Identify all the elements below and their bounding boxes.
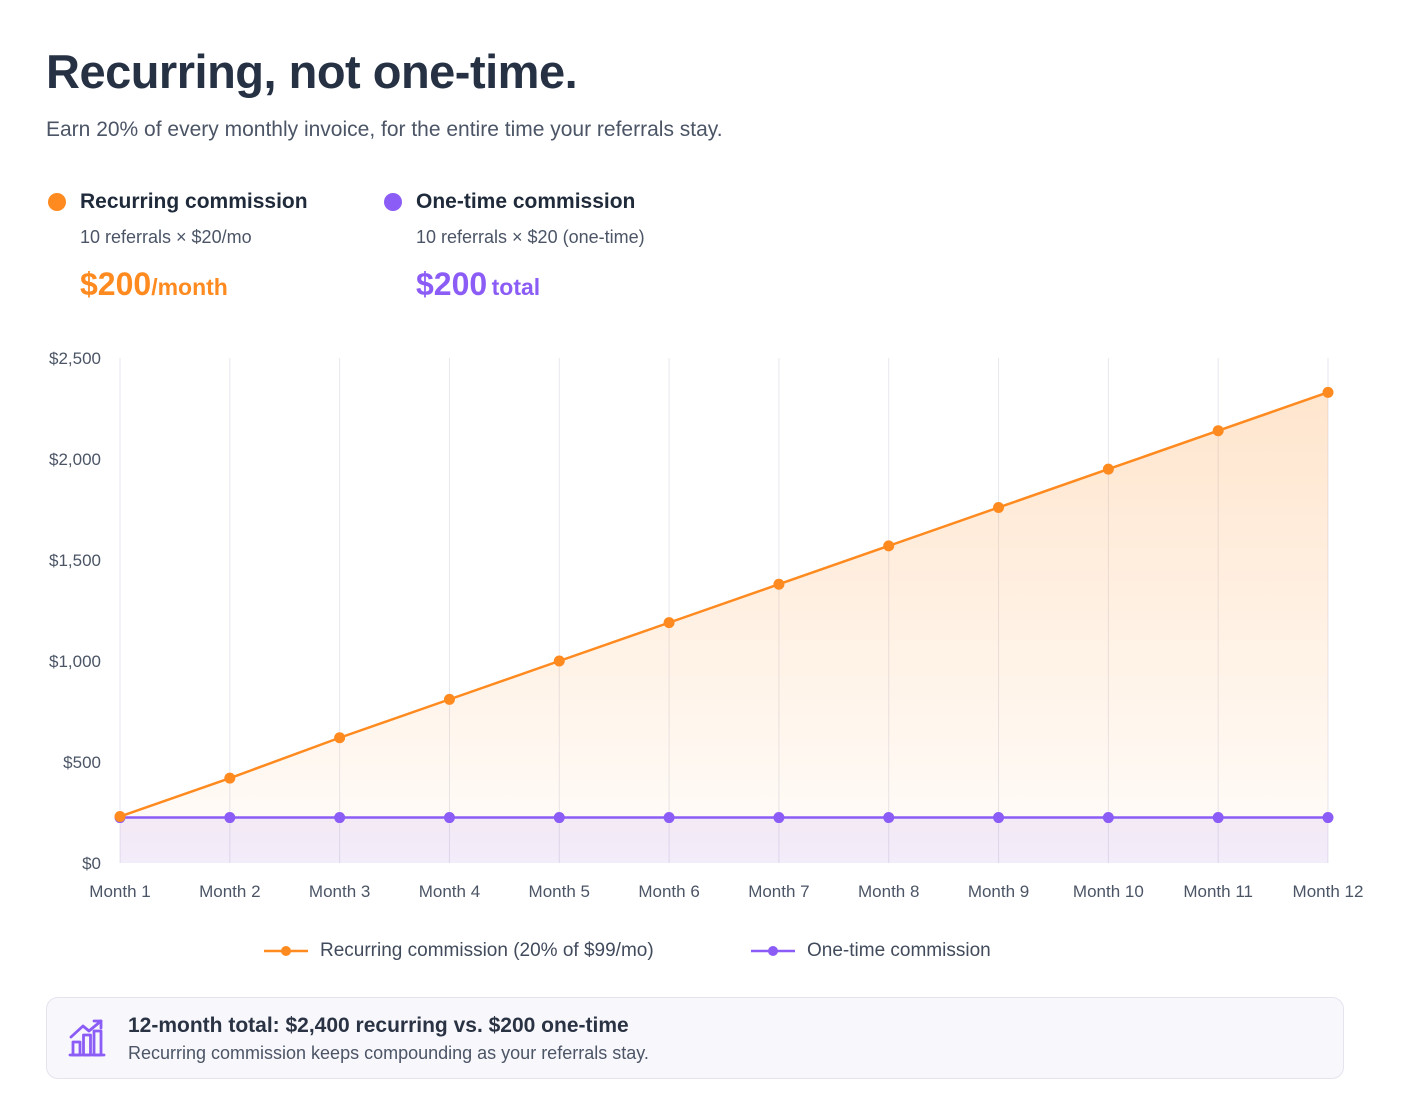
recurring-point-5 [553, 655, 565, 667]
kpi-one-time-amount: $200 [416, 266, 488, 302]
y-tick-label: $1,000 [49, 652, 101, 671]
recurring-line [119, 391, 1329, 818]
one-time-point-3 [334, 812, 346, 824]
legend-one-time-label: One-time commission [807, 940, 991, 961]
recurring-point-4 [443, 693, 455, 705]
recurring-point-2 [224, 772, 236, 784]
recurring-point-11 [1212, 425, 1224, 437]
page-title: Recurring, not one-time. [46, 45, 578, 98]
kpi-recurring: Recurring commission 10 referrals × $20/… [46, 186, 308, 311]
x-tick-label: Month 2 [199, 882, 260, 901]
recurring-area [120, 392, 1328, 863]
recurring-point-7 [773, 578, 785, 590]
page-subtitle: Earn 20% of every monthly invoice, for t… [46, 118, 723, 141]
one-time-point-7 [773, 812, 785, 824]
chart-lines [119, 391, 1329, 819]
x-tick-label: Month 8 [858, 882, 919, 901]
x-tick-label: Month 5 [529, 882, 590, 901]
kpi-one-time: One-time commission 10 referrals × $20 (… [382, 186, 645, 311]
x-tick-label: Month 10 [1073, 882, 1144, 901]
one-time-area [120, 817, 1328, 863]
kpi-one-time-value: $200 total [416, 264, 645, 311]
x-tick-label: Month 6 [638, 882, 699, 901]
chart-areas [120, 392, 1328, 863]
kpi-one-time-detail: 10 referrals × $20 (one-time) [416, 227, 645, 247]
commission-line-chart: $0 $500 $1,000 $1,500 $2,000 $2,500 Month 1 Mon… [49, 349, 1363, 901]
x-tick-label: Month 9 [968, 882, 1029, 901]
kpi-one-time-label: One-time commission [416, 190, 636, 213]
kpi-recurring-value: $200/month [80, 264, 308, 311]
recurring-point-9 [993, 501, 1005, 513]
bar-chart-growth-icon [68, 1019, 106, 1057]
one-time-point-2 [224, 812, 236, 824]
y-tick-label: $1,500 [49, 551, 101, 570]
one-time-point-6 [663, 812, 675, 824]
one-time-point-12 [1322, 812, 1334, 824]
legend-recurring-line-icon [264, 946, 308, 956]
recurring-point-10 [1102, 463, 1114, 475]
y-tick-label: $2,000 [49, 450, 101, 469]
one-time-dot-icon [384, 193, 402, 211]
x-tick-label: Month 1 [89, 882, 150, 901]
y-tick-label: $2,500 [49, 349, 101, 368]
chart-points [114, 386, 1334, 824]
kpi-recurring-detail: 10 referrals × $20/mo [80, 227, 252, 247]
recurring-point-3 [334, 732, 346, 744]
kpi-one-time-unit: total [491, 274, 541, 300]
chart-axis-labels: $0 $500 $1,000 $1,500 $2,000 $2,500 Month 1 Mon… [49, 349, 1363, 901]
one-time-point-5 [553, 812, 565, 824]
x-tick-label: Month 11 [1183, 882, 1253, 901]
y-tick-label: $0 [82, 854, 101, 873]
legend-one-time-line-icon [751, 946, 795, 956]
kpi-recurring-unit: /month [151, 274, 228, 300]
recurring-point-8 [883, 540, 895, 552]
legend-one-time: One-time commission [751, 936, 991, 966]
summary-description: Recurring commission keeps compounding a… [128, 1043, 649, 1063]
y-tick-label: $500 [63, 753, 101, 772]
legend-recurring-label: Recurring commission (20% of $99/mo) [320, 940, 654, 961]
summary-title: 12-month total: $2,400 recurring vs. $20… [128, 1014, 629, 1037]
kpi-recurring-amount: $200 [80, 266, 152, 302]
recurring-point-1 [114, 811, 126, 823]
one-time-point-9 [993, 812, 1005, 824]
x-tick-label: Month 3 [309, 882, 370, 901]
one-time-point-4 [443, 812, 455, 824]
summary-callout: 12-month total: $2,400 recurring vs. $20… [46, 997, 1344, 1079]
kpi-recurring-label: Recurring commission [80, 190, 308, 213]
x-tick-label: Month 12 [1293, 882, 1364, 901]
one-time-point-11 [1212, 812, 1224, 824]
recurring-dot-icon [48, 193, 66, 211]
recurring-point-12 [1322, 386, 1334, 398]
one-time-point-8 [883, 812, 895, 824]
x-tick-label: Month 7 [748, 882, 809, 901]
x-tick-label: Month 4 [419, 882, 480, 901]
one-time-point-10 [1102, 812, 1114, 824]
recurring-point-6 [663, 617, 675, 629]
legend-recurring: Recurring commission (20% of $99/mo) [264, 936, 654, 966]
